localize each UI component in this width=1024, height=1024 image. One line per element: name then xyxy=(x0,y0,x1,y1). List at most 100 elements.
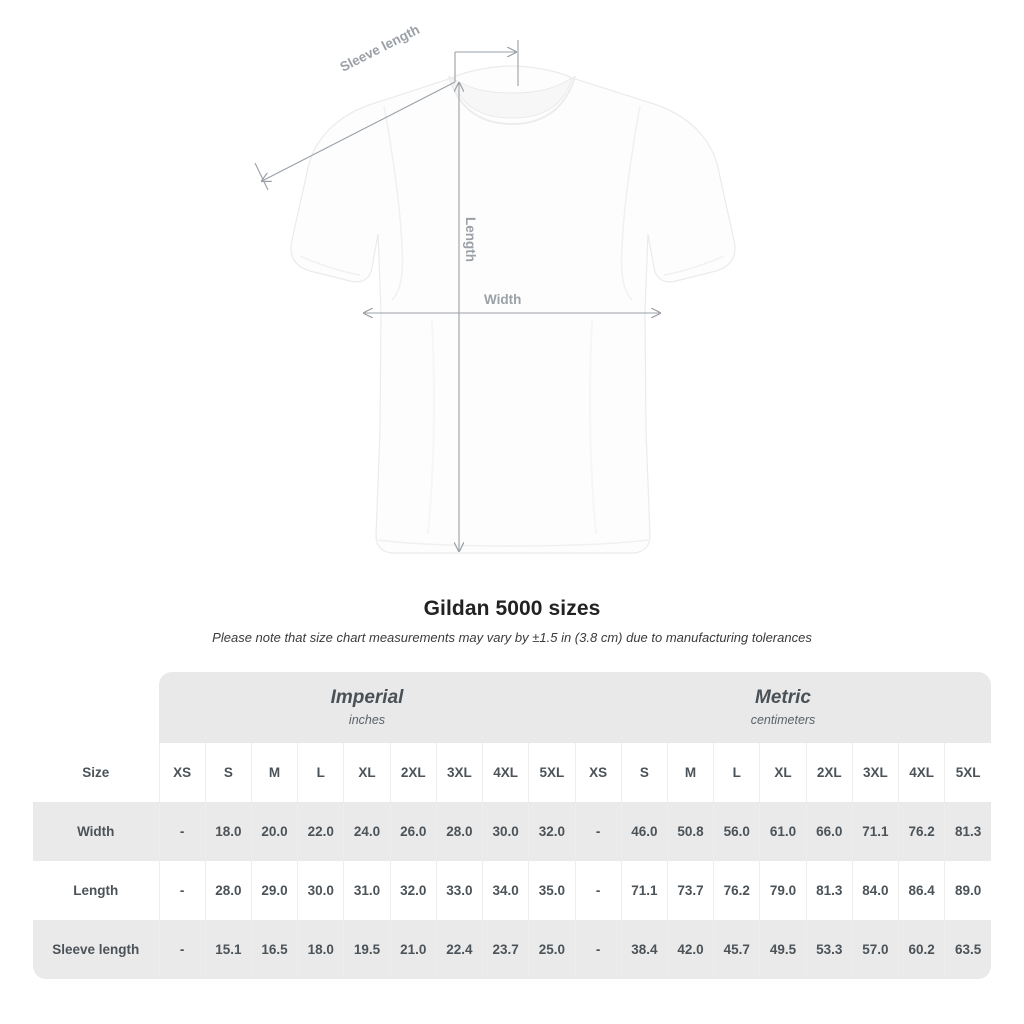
measurement-cell: 45.7 xyxy=(713,920,760,979)
measurement-cell: - xyxy=(574,861,622,920)
size-column-header: XL xyxy=(759,743,807,802)
measurement-cell: 29.0 xyxy=(250,861,298,920)
measurement-cell: 56.0 xyxy=(713,802,760,861)
measurement-cell: - xyxy=(574,920,622,979)
measurement-cell: 24.0 xyxy=(343,802,391,861)
size-header-row: Size XS S M L XL 2XL 3XL 4XL 5XL XS S M L XL 2XL 3XL 4XL 5… xyxy=(33,743,992,802)
measurement-cell: - xyxy=(574,802,622,861)
tolerance-note: Please note that size chart measurements… xyxy=(212,630,812,645)
unit-banner-spacer xyxy=(33,672,159,743)
measurement-cell: 28.0 xyxy=(435,802,483,861)
measurement-cell: - xyxy=(158,920,206,979)
size-column-header: 5XL xyxy=(528,743,575,802)
size-column-header: XL xyxy=(343,743,391,802)
size-chart-table: Imperial inches Metric centimeters Size XS S M L… xyxy=(33,672,992,979)
measurement-cell: 81.3 xyxy=(944,802,992,861)
size-chart-table-wrap: Imperial inches Metric centimeters Size XS S M L… xyxy=(33,672,992,979)
row-header-sleeve-length: Sleeve length xyxy=(33,920,159,979)
measurement-cell: 34.0 xyxy=(482,861,529,920)
table-row: Sleeve length -15.1 16.5 18.0 19.5 21.0 22.4 23… xyxy=(33,920,992,979)
measurement-cell: 57.0 xyxy=(851,920,899,979)
unit-header-metric: Metric centimeters xyxy=(575,672,992,743)
measurement-cell: 49.5 xyxy=(759,920,807,979)
length-label: Length xyxy=(463,217,478,262)
measurement-cell: 35.0 xyxy=(528,861,575,920)
measurement-cell: 20.0 xyxy=(250,802,298,861)
tshirt-garment-shape xyxy=(290,65,736,554)
table-row: Length -28.0 29.0 30.0 31.0 32.0 33.0 34.0 35.0-… xyxy=(33,861,992,920)
unit-banner-row: Imperial inches Metric centimeters xyxy=(33,672,992,743)
measurement-cell: 61.0 xyxy=(759,802,807,861)
row-header-length: Length xyxy=(33,861,159,920)
size-column-header: XS xyxy=(158,743,206,802)
measurement-cell: 71.1 xyxy=(851,802,899,861)
measurement-cell: 79.0 xyxy=(759,861,807,920)
measurement-cell: 32.0 xyxy=(528,802,575,861)
size-column-header: L xyxy=(297,743,344,802)
measurement-cell: 28.0 xyxy=(204,861,252,920)
measurement-cell: 71.1 xyxy=(620,861,668,920)
measurement-cell: 31.0 xyxy=(343,861,391,920)
measurement-cell: 63.5 xyxy=(944,920,992,979)
size-column-header: M xyxy=(250,743,298,802)
tshirt-illustration: Sleeve length Length Width xyxy=(254,22,736,554)
measurement-lines xyxy=(254,40,660,551)
size-column-header: M xyxy=(666,743,714,802)
measurement-cell: - xyxy=(158,861,206,920)
measurement-cell: 23.7 xyxy=(482,920,529,979)
measurement-cell: 19.5 xyxy=(343,920,391,979)
measurement-cell: 73.7 xyxy=(666,861,714,920)
size-column-header: S xyxy=(204,743,252,802)
measurement-cell: 89.0 xyxy=(944,861,992,920)
unit-subtitle: inches xyxy=(348,713,386,727)
measurement-cell: 33.0 xyxy=(435,861,483,920)
tshirt-diagram-area: Sleeve length Length Width xyxy=(254,22,736,554)
measurement-cell: 16.5 xyxy=(250,920,298,979)
measurement-cell: 22.0 xyxy=(297,802,344,861)
measurement-cell: 50.8 xyxy=(666,802,714,861)
measurement-cell: 32.0 xyxy=(389,861,437,920)
measurement-cell: - xyxy=(158,802,206,861)
size-column-header: 3XL xyxy=(435,743,483,802)
measurement-cell: 76.2 xyxy=(898,802,945,861)
page-title: Gildan 5000 sizes xyxy=(423,597,601,620)
sleeve-length-label: Sleeve length xyxy=(338,22,422,75)
measurement-cell: 53.3 xyxy=(805,920,853,979)
measurement-cell: 30.0 xyxy=(482,802,529,861)
size-column-header: 5XL xyxy=(944,743,992,802)
size-column-header: S xyxy=(620,743,668,802)
measurement-cell: 60.2 xyxy=(898,920,945,979)
measurement-cell: 21.0 xyxy=(389,920,437,979)
size-column-header: 2XL xyxy=(805,743,853,802)
unit-subtitle: centimeters xyxy=(750,713,816,727)
size-column-header: 3XL xyxy=(851,743,899,802)
unit-header-imperial: Imperial inches xyxy=(159,672,575,743)
size-column-header: XS xyxy=(574,743,622,802)
measurement-cell: 46.0 xyxy=(620,802,668,861)
measurement-cell: 38.4 xyxy=(620,920,668,979)
size-column-header: 2XL xyxy=(389,743,437,802)
unit-name: Metric xyxy=(755,687,811,708)
measurement-cell: 22.4 xyxy=(435,920,483,979)
title-block: Gildan 5000 sizes Please note that size … xyxy=(0,596,1024,648)
table-row: Width -18.0 20.0 22.0 24.0 26.0 28.0 30.0 32.0-4… xyxy=(33,802,992,861)
column-header-size: Size xyxy=(33,743,159,802)
measurement-cell: 25.0 xyxy=(528,920,575,979)
size-column-header: 4XL xyxy=(482,743,529,802)
measurement-cell: 76.2 xyxy=(713,861,760,920)
unit-name: Imperial xyxy=(330,687,404,708)
size-column-header: L xyxy=(713,743,760,802)
measurement-cell: 26.0 xyxy=(389,802,437,861)
measurement-cell: 66.0 xyxy=(805,802,853,861)
row-header-width: Width xyxy=(33,802,159,861)
measurement-cell: 18.0 xyxy=(297,920,344,979)
size-column-header: 4XL xyxy=(898,743,945,802)
measurement-cell: 84.0 xyxy=(851,861,899,920)
measurement-cell: 30.0 xyxy=(297,861,344,920)
measurement-cell: 81.3 xyxy=(805,861,853,920)
measurement-cell: 18.0 xyxy=(204,802,252,861)
measurement-cell: 15.1 xyxy=(204,920,252,979)
measurement-cell: 86.4 xyxy=(898,861,945,920)
measurement-cell: 42.0 xyxy=(666,920,714,979)
width-label: Width xyxy=(484,292,521,307)
